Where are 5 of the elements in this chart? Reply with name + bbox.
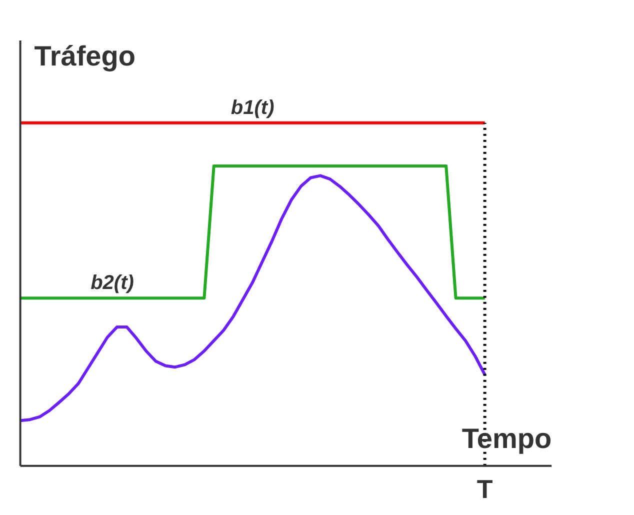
text: T [476, 474, 493, 504]
y-axis-title: Tráfego [34, 40, 136, 72]
x-axis-title: Tempo [462, 422, 552, 454]
series-label: b2(t) [90, 272, 134, 294]
series-label: b1(t) [230, 96, 275, 119]
